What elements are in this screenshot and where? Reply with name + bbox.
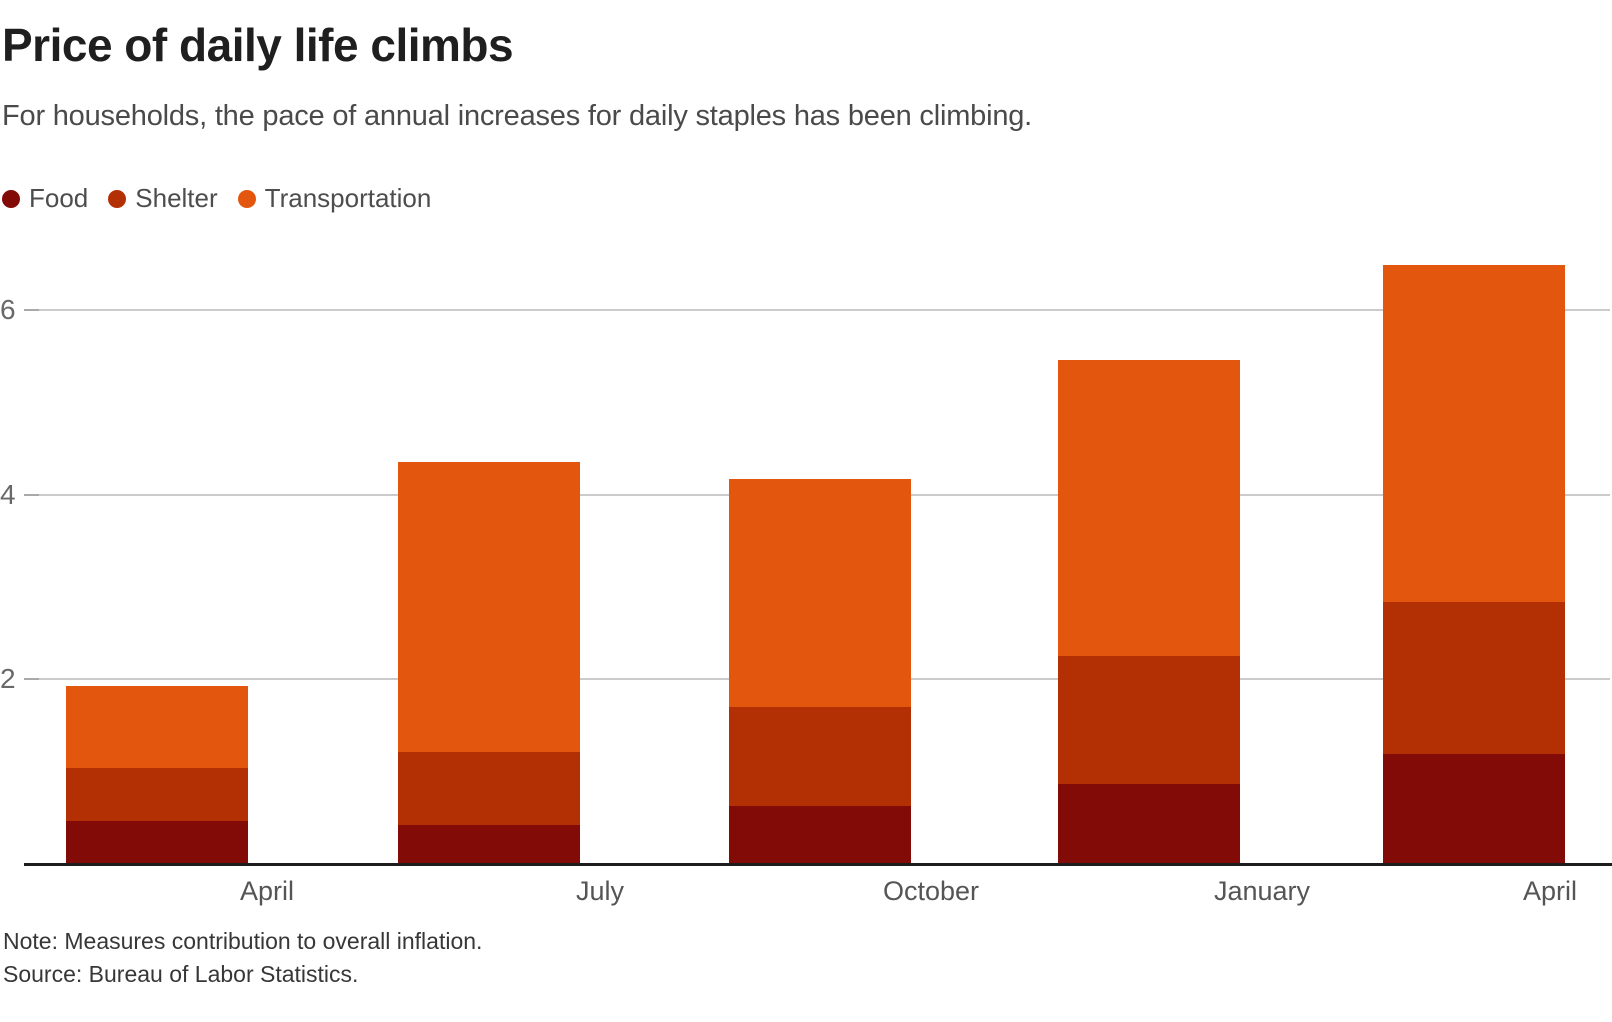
x-axis-line <box>24 863 1612 866</box>
bar-segment-april-0-transportation <box>66 686 248 768</box>
x-axis-label-october-2: October <box>882 876 980 906</box>
bar-segment-april-0-shelter <box>66 768 248 821</box>
legend-item-shelter: Shelter <box>108 183 218 214</box>
chart-note: Note: Measures contribution to overall i… <box>3 928 483 954</box>
bar-segment-january-3-transportation <box>1058 360 1240 656</box>
legend-label: Shelter <box>135 183 218 213</box>
y-axis-tick <box>24 309 39 311</box>
legend-label: Transportation <box>264 183 432 213</box>
legend-dot-icon <box>237 189 256 208</box>
bar-segment-april-4-food <box>1383 754 1565 864</box>
x-axis-label-april-4: April <box>1522 876 1577 906</box>
legend-label: Food <box>29 183 89 213</box>
bar-segment-october-2-transportation <box>729 479 911 707</box>
bar-segment-january-3-shelter <box>1058 656 1240 784</box>
y-axis-tick <box>24 678 39 680</box>
bar-segment-october-2-food <box>729 806 911 864</box>
chart-source: Source: Bureau of Labor Statistics. <box>3 961 359 987</box>
legend: Food Shelter Transportation <box>2 183 431 214</box>
legend-dot-icon <box>108 189 127 208</box>
x-axis-label-july-1: July <box>575 876 624 906</box>
chart-subtitle: For households, the pace of annual incre… <box>2 100 1033 132</box>
legend-item-transportation: Transportation <box>237 183 432 214</box>
legend-item-food: Food <box>2 183 88 214</box>
bar-segment-april-4-shelter <box>1383 602 1565 754</box>
gridline-y-6 <box>24 309 1610 311</box>
bar-segment-october-2-shelter <box>729 707 911 806</box>
y-tick-label-2: 2 <box>0 663 16 694</box>
legend-dot-icon <box>2 189 20 208</box>
bar-segment-july-1-food <box>398 825 580 864</box>
y-tick-label-4: 4 <box>0 479 16 510</box>
y-tick-label-6: 6 <box>0 294 16 325</box>
bar-segment-january-3-food <box>1058 784 1240 864</box>
bar-segment-july-1-transportation <box>398 462 580 752</box>
y-axis-tick <box>24 494 39 496</box>
x-axis-label-april-0: April <box>239 876 294 906</box>
x-axis-label-january-3: January <box>1213 876 1311 906</box>
bar-segment-july-1-shelter <box>398 752 580 825</box>
chart-title: Price of daily life climbs <box>2 19 514 71</box>
bar-segment-april-0-food <box>66 821 248 864</box>
bar-segment-april-4-transportation <box>1383 265 1565 602</box>
